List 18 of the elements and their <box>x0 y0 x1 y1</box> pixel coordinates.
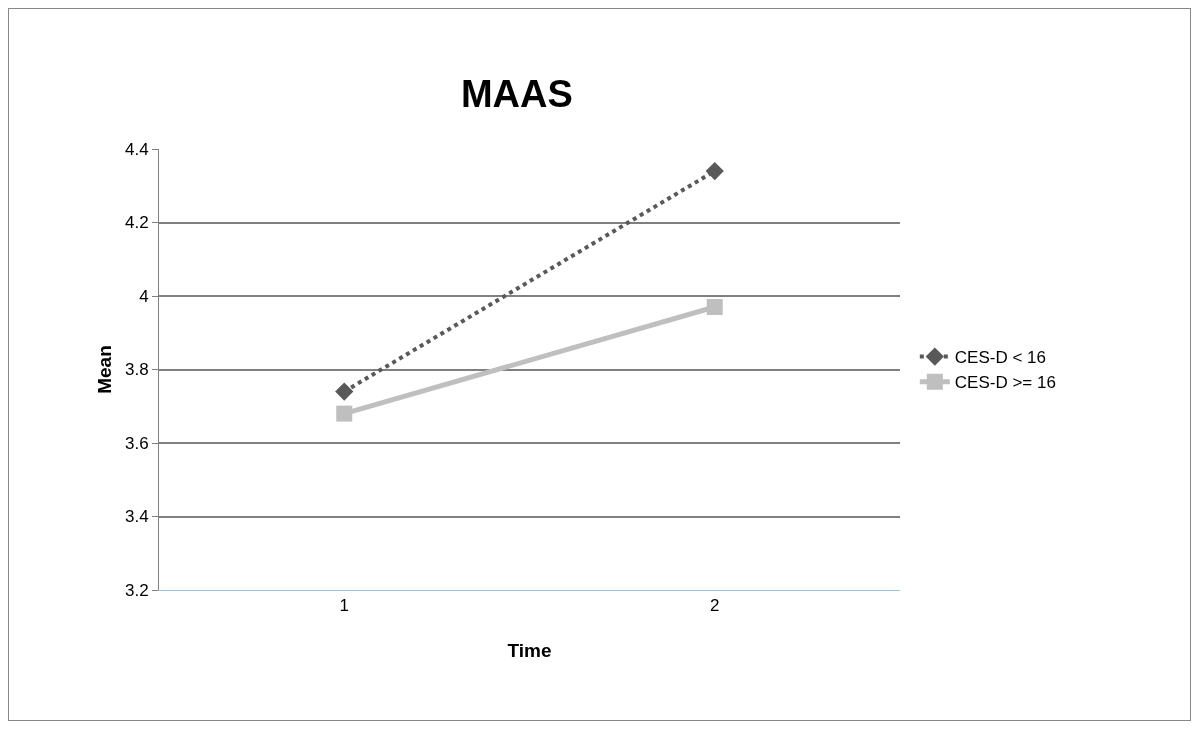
y-tick-label: 3.2 <box>124 580 149 600</box>
chart-title: MAAS <box>460 72 573 115</box>
legend-label: CES-D < 16 <box>954 348 1047 368</box>
y-tick-label: 3.4 <box>124 507 149 527</box>
y-tick-label: 4 <box>139 286 149 306</box>
x-axis-title: Time <box>507 640 552 661</box>
legend-label: CES-D >= 16 <box>954 373 1056 393</box>
x-tick-label: 2 <box>710 596 720 616</box>
y-tick-label: 3.6 <box>124 433 149 453</box>
x-tick-label: 1 <box>339 596 349 616</box>
y-tick-label: 3.8 <box>124 360 149 380</box>
point <box>335 382 354 401</box>
point <box>705 161 724 181</box>
point <box>336 405 353 422</box>
y-tick-label: 4.4 <box>124 139 149 159</box>
y-tick-label: 4.2 <box>124 213 149 233</box>
point <box>706 299 723 316</box>
y-axis-title: Mean <box>94 345 115 394</box>
